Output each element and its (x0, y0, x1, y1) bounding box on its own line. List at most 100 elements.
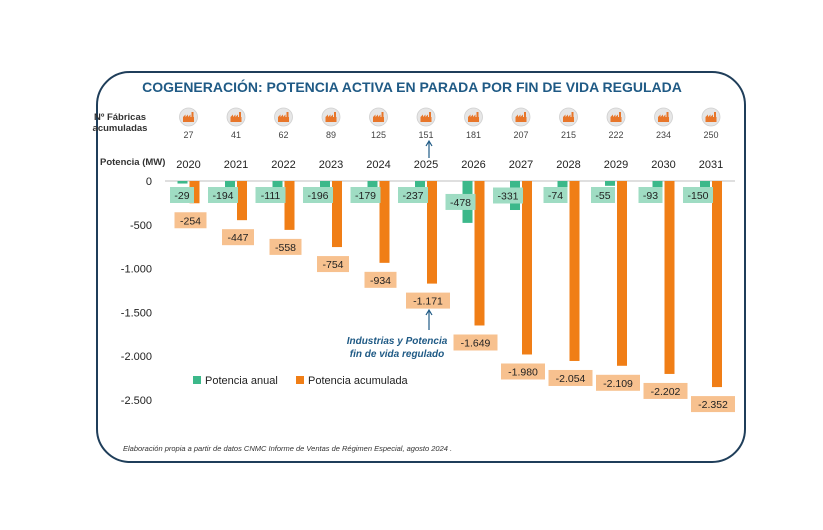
fabricas-count: 62 (278, 130, 288, 140)
factory-icon-roof (610, 114, 618, 117)
factory-icon-roof (373, 114, 381, 117)
data-label-box-anual (398, 187, 428, 203)
factory-icon-body (658, 117, 669, 122)
fabricas-count: 234 (656, 130, 671, 140)
factory-icon-body (563, 117, 574, 122)
chart-frame (96, 71, 746, 463)
data-label-anual: -111 (261, 190, 281, 202)
factory-icon-roof (325, 114, 333, 117)
factory-icon-chimney (381, 112, 384, 117)
bar-potencia-acumulada (284, 181, 295, 230)
data-label-box-acumulada (406, 292, 450, 309)
data-label-anual: -478 (450, 197, 471, 209)
data-label-anual: -150 (687, 190, 708, 202)
fabricas-count: 181 (466, 130, 481, 140)
x-tick-label: 2024 (366, 159, 390, 171)
data-label-box-acumulada (596, 374, 640, 391)
bar-potencia-acumulada (237, 181, 247, 221)
factory-icon-body (230, 117, 242, 122)
annotation-line2: fin de vida regulado (350, 349, 444, 360)
data-label-anual: -29 (174, 190, 189, 202)
factory-icon-body (278, 117, 289, 122)
y-tick-label: -2.500 (121, 395, 152, 407)
fabricas-count: 250 (703, 130, 718, 140)
data-label-box-acumulada (453, 334, 498, 351)
fabricas-count: 215 (561, 130, 576, 140)
data-label-anual: -331 (497, 191, 518, 203)
factory-icon-roof (468, 114, 476, 117)
factory-icon (464, 107, 483, 127)
x-tick-label: 2031 (699, 159, 723, 171)
data-label-box-acumulada (501, 363, 545, 380)
factory-icon-body (705, 117, 717, 122)
factory-icon-chimney (571, 112, 574, 117)
annotation-arrow-lower (425, 308, 433, 330)
factory-icon-chimney (334, 112, 336, 117)
data-label-box-anual (350, 187, 381, 203)
data-label-acumulada: -1.649 (461, 337, 491, 349)
annotation-line1: Industrias y Potencia (347, 336, 448, 347)
factory-icon-chimney (666, 112, 669, 117)
fabricas-count: 41 (231, 130, 241, 140)
factory-icon-roof (183, 114, 191, 117)
data-label-box-anual (303, 187, 333, 203)
y-tick-label: -2.000 (121, 351, 152, 363)
fabricas-count: 27 (183, 130, 193, 140)
data-label-acumulada: -558 (275, 242, 296, 254)
x-tick-label: 2020 (176, 159, 200, 171)
factory-icon-roof (658, 114, 666, 117)
bar-potencia-acumulada (617, 181, 627, 366)
x-tick-label: 2026 (461, 159, 485, 171)
y-tick-label: 0 (146, 176, 152, 188)
data-label-acumulada: -934 (370, 275, 391, 287)
factory-icon (606, 107, 626, 127)
factory-icon (321, 107, 341, 127)
factory-icon-chimney (191, 112, 194, 117)
data-label-anual: -55 (595, 190, 610, 202)
factory-icon-chimney (286, 112, 289, 117)
source-note: Elaboración propia a partir de datos CNM… (123, 444, 452, 453)
bar-potencia-acumulada (474, 181, 485, 326)
factory-icon (701, 107, 721, 127)
factory-icon-chimney (619, 112, 621, 117)
bar-potencia-acumulada (569, 181, 580, 361)
data-label-box-acumulada (174, 212, 207, 229)
legend-label-anual: Potencia anual (205, 375, 278, 387)
bar-potencia-acumulada (427, 181, 437, 284)
x-tick-label: 2022 (271, 159, 295, 171)
x-tick-label: 2021 (224, 159, 248, 171)
data-label-acumulada: -2.202 (651, 386, 681, 398)
y-axis-label: Potencia (MW) (100, 157, 165, 168)
bar-potencia-acumulada (332, 181, 342, 248)
factory-icon (274, 107, 293, 127)
data-label-acumulada: -1.171 (413, 296, 443, 308)
fabricas-count: 207 (513, 130, 528, 140)
y-tick-label: -1.500 (121, 307, 152, 319)
data-label-box-anual (591, 187, 615, 203)
data-label-anual: -74 (548, 190, 563, 202)
fabricas-count: 222 (608, 130, 623, 140)
factory-icon-chimney (524, 112, 526, 117)
data-label-box-anual (445, 193, 476, 210)
factory-icon-chimney (429, 112, 431, 117)
factory-icon (369, 107, 388, 127)
data-label-box-acumulada (222, 229, 254, 246)
factory-icon-roof (420, 114, 428, 117)
factory-icon (559, 107, 578, 127)
factory-icon-chimney (239, 112, 241, 117)
annotation-arrow-up (425, 139, 433, 158)
factory-icon-body (420, 117, 432, 122)
x-tick-label: 2028 (556, 159, 580, 171)
data-label-box-acumulada (691, 396, 735, 413)
factory-icon-roof (563, 114, 571, 117)
chart-title: COGENERACIÓN: POTENCIA ACTIVA EN PARADA … (142, 78, 682, 95)
data-label-acumulada: -447 (227, 232, 248, 244)
bar-potencia-acumulada (189, 181, 200, 204)
bar-potencia-acumulada (379, 181, 390, 263)
bar-potencia-acumulada (664, 181, 675, 374)
data-label-box-anual (638, 187, 663, 203)
data-label-box-anual (170, 187, 194, 203)
factory-icon-chimney (714, 112, 716, 117)
data-label-acumulada: -254 (180, 215, 201, 227)
